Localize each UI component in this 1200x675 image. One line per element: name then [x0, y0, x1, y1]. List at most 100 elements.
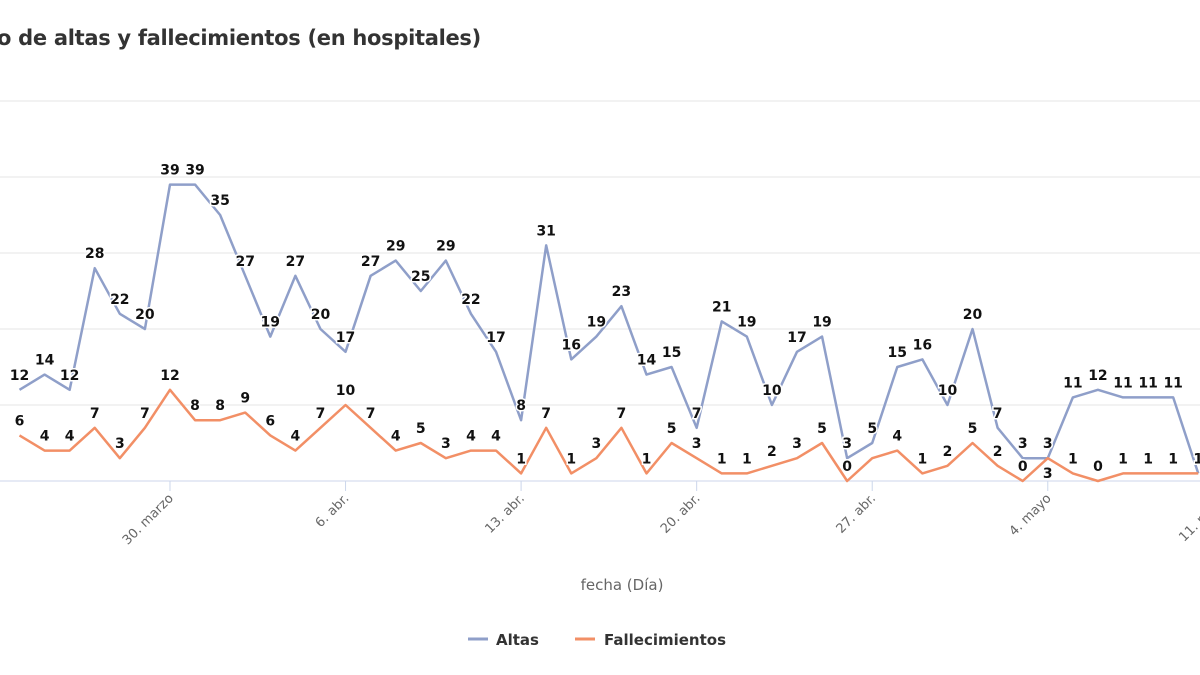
data-label-altas: 22	[110, 292, 129, 308]
data-label-fallecimientos: 7	[140, 406, 150, 422]
data-label-fallecimientos: 1	[1143, 451, 1153, 467]
data-label-altas: 20	[963, 307, 983, 323]
data-label-altas: 11	[1163, 375, 1182, 391]
data-label-altas: 29	[436, 239, 455, 255]
data-label-fallecimientos: 0	[1093, 459, 1103, 475]
data-label-fallecimientos: 9	[240, 391, 250, 407]
data-label-fallecimientos: 0	[842, 459, 852, 475]
data-label-altas: 27	[286, 254, 305, 270]
legend-fallecimientos-label: Fallecimientos	[604, 631, 726, 649]
data-label-altas: 39	[160, 163, 179, 179]
data-label-fallecimientos: 0	[1018, 459, 1028, 475]
data-label-fallecimientos: 5	[968, 421, 978, 437]
x-tick-label: 27. abr.	[834, 491, 879, 536]
data-label-altas: 31	[536, 223, 555, 239]
x-tick-label: 6. abr.	[313, 491, 353, 531]
data-label-altas: 17	[336, 330, 355, 346]
data-label-fallecimientos: 4	[491, 429, 501, 445]
data-label-fallecimientos: 4	[65, 429, 75, 445]
x-axis: 30. marzo 6. abr. 13. abr. 20. abr. 27. abr.…	[120, 481, 1200, 548]
data-label-altas: 15	[888, 345, 907, 361]
legend: Altas Fallecimientos	[468, 631, 726, 649]
data-label-altas: 39	[185, 163, 204, 179]
data-label-altas: 11	[1138, 375, 1157, 391]
data-label-fallecimientos: 1	[717, 451, 727, 467]
x-tick-label: 20. abr.	[658, 491, 703, 536]
data-label-fallecimientos: 7	[316, 406, 326, 422]
x-tick-label: 11. mayo	[1176, 491, 1200, 545]
data-label-fallecimientos: 7	[366, 406, 376, 422]
data-label-fallecimientos: 3	[441, 436, 451, 452]
data-label-fallecimientos: 8	[190, 398, 200, 414]
data-label-altas: 8	[516, 398, 526, 414]
data-label-altas: 12	[1088, 368, 1107, 384]
series-line-altas	[18, 183, 1200, 474]
data-label-altas: 11	[1113, 375, 1132, 391]
series-lines	[18, 183, 1200, 483]
chart-title: o de altas y fallecimientos (en hospital…	[0, 26, 481, 50]
data-label-fallecimientos: 3	[591, 436, 601, 452]
data-label-altas: 10	[938, 383, 958, 399]
data-label-altas: 27	[235, 254, 254, 270]
data-label-fallecimientos: 12	[160, 368, 179, 384]
data-label-fallecimientos: 3	[1043, 466, 1053, 482]
data-label-fallecimientos: 1	[516, 451, 526, 467]
data-label-fallecimientos: 4	[892, 429, 902, 445]
data-label-altas: 3	[1018, 436, 1028, 452]
data-label-altas: 3	[842, 436, 852, 452]
data-label-altas: 12	[10, 368, 29, 384]
data-label-fallecimientos: 2	[943, 444, 953, 460]
data-label-altas: 28	[85, 246, 104, 262]
x-tick-label: 4. mayo	[1007, 491, 1055, 539]
data-label-altas: 35	[210, 193, 229, 209]
data-label-altas: 19	[587, 315, 606, 331]
x-tick-label: 30. marzo	[120, 491, 177, 548]
data-label-fallecimientos: 5	[416, 421, 426, 437]
data-label-altas: 19	[737, 315, 756, 331]
data-label-altas: 7	[993, 406, 1003, 422]
data-label-altas: 20	[311, 307, 331, 323]
data-label-fallecimientos: 1	[566, 451, 576, 467]
data-label-fallecimientos: 4	[391, 429, 401, 445]
data-label-fallecimientos: 5	[817, 421, 827, 437]
legend-item-fallecimientos[interactable]: Fallecimientos	[575, 631, 726, 649]
data-label-altas: 12	[60, 368, 79, 384]
legend-altas-label: Altas	[496, 631, 539, 649]
data-label-fallecimientos: 3	[115, 436, 125, 452]
data-label-altas: 17	[486, 330, 505, 346]
data-label-altas: 25	[411, 269, 430, 285]
data-label-altas: 5	[867, 421, 877, 437]
data-label-altas: 22	[461, 292, 480, 308]
gridlines	[0, 100, 1200, 482]
data-label-fallecimientos: 8	[215, 398, 225, 414]
data-label-fallecimientos: 1	[742, 451, 752, 467]
x-tick-label: 13. abr.	[482, 491, 527, 536]
data-label-fallecimientos: 4	[466, 429, 476, 445]
x-axis-title: fecha (Día)	[581, 576, 664, 594]
data-label-altas: 29	[386, 239, 405, 255]
data-label-fallecimientos: 2	[767, 444, 777, 460]
data-label-altas: 16	[562, 337, 581, 353]
data-label-fallecimientos: 1	[1118, 451, 1128, 467]
data-label-fallecimientos: 4	[291, 429, 301, 445]
legend-item-altas[interactable]: Altas	[468, 631, 539, 649]
data-label-fallecimientos: 4	[40, 429, 50, 445]
data-label-altas: 17	[787, 330, 806, 346]
series-line-fallecimientos	[18, 388, 1199, 483]
data-label-fallecimientos: 1	[1068, 451, 1078, 467]
data-label-fallecimientos: 10	[336, 383, 356, 399]
data-label-fallecimientos: 7	[617, 406, 627, 422]
data-label-altas: 14	[35, 353, 55, 369]
data-label-altas: 10	[762, 383, 782, 399]
data-label-altas: 27	[361, 254, 380, 270]
data-label-altas: 19	[261, 315, 280, 331]
data-label-fallecimientos: 1	[1168, 451, 1178, 467]
data-label-fallecimientos: 1	[1193, 451, 1200, 467]
data-label-fallecimientos: 1	[918, 451, 928, 467]
data-label-altas: 7	[692, 406, 702, 422]
data-label-fallecimientos: 3	[692, 436, 702, 452]
data-label-altas: 3	[1043, 436, 1053, 452]
data-label-fallecimientos: 6	[265, 413, 275, 429]
